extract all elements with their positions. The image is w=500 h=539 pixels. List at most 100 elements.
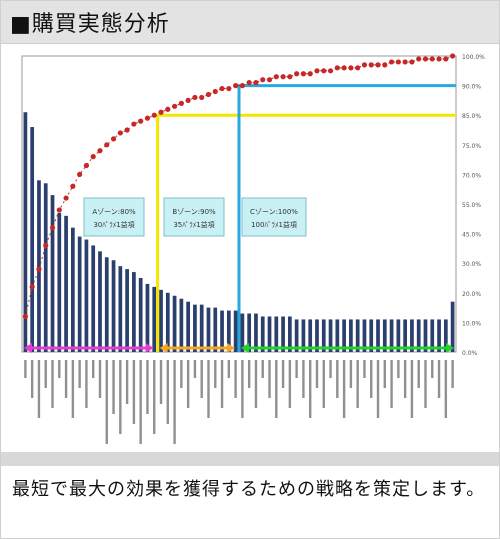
bar	[410, 319, 414, 352]
cumulative-point	[334, 65, 340, 71]
bar	[206, 307, 211, 352]
bar	[50, 195, 55, 352]
cumulative-point	[273, 74, 279, 80]
pareto-chart: Aゾーン:80% 30ﾊﾟﾗﾒ1益項 Bゾーン:90% 35ﾊﾟﾗﾒ1益項 Cゾーン:1…	[21, 53, 485, 444]
bar	[281, 316, 285, 352]
bar	[437, 319, 441, 352]
chart-area: Aゾーン:80% 30ﾊﾟﾗﾒ1益項 Bゾーン:90% 35ﾊﾟﾗﾒ1益項 Cゾーン:1…	[0, 44, 500, 452]
bar	[301, 319, 306, 352]
x-tick-label	[356, 360, 359, 408]
x-tick-label	[71, 360, 75, 418]
bar	[416, 319, 421, 352]
x-tick-label	[166, 360, 169, 424]
zone-c-arrow-head-left	[241, 343, 249, 353]
cumulative-point	[131, 121, 137, 127]
zone-b-arrow-head-left	[159, 343, 168, 353]
cumulative-point	[450, 53, 456, 59]
x-tick-label	[254, 360, 258, 408]
cumulative-point	[402, 59, 408, 65]
bar	[77, 236, 82, 352]
y2-tick-label: 90.0%	[462, 84, 481, 91]
bar	[104, 257, 109, 352]
x-axis-labels	[24, 360, 454, 444]
zone-boxes: Aゾーン:80% 30ﾊﾟﾗﾒ1益項 Bゾーン:90% 35ﾊﾟﾗﾒ1益項 Cゾーン:1…	[83, 197, 307, 237]
cumulative-point	[192, 94, 198, 101]
bar	[430, 319, 435, 352]
x-tick-label	[349, 360, 353, 388]
x-tick-label	[207, 360, 210, 418]
bar	[165, 292, 170, 352]
x-tick-label	[37, 360, 41, 418]
chart-container: Aゾーン:80% 30ﾊﾟﾗﾒ1益項 Bゾーン:90% 35ﾊﾟﾗﾒ1益項 Cゾーン:1…	[14, 46, 488, 450]
cumulative-point	[375, 62, 381, 68]
x-tick-label	[424, 360, 427, 408]
x-tick-label	[363, 360, 366, 378]
bar	[84, 239, 89, 352]
cumulative-point	[266, 77, 273, 83]
cumulative-point	[77, 171, 83, 177]
x-tick-label	[153, 360, 156, 434]
bar	[57, 212, 62, 352]
x-tick-label	[329, 360, 332, 378]
cumulative-point	[307, 71, 313, 77]
cumulative-point	[178, 100, 184, 106]
y2-tick-label: 85.0%	[462, 113, 481, 120]
cumulative-point	[212, 88, 218, 95]
cumulative-point	[165, 106, 171, 112]
cumulative-point	[253, 80, 259, 86]
zone-box-label: Aゾーン:80%	[92, 208, 136, 216]
cumulative-point	[104, 142, 110, 148]
bar	[294, 319, 299, 352]
x-tick-label	[309, 360, 312, 418]
cumulative-point	[90, 154, 96, 160]
bar	[315, 319, 319, 352]
bar	[443, 319, 448, 352]
x-tick-label	[295, 360, 298, 378]
description-text: 最短で最大の効果を獲得するための戦略を策定します。	[12, 479, 486, 500]
bar	[349, 319, 353, 352]
bar	[389, 319, 394, 352]
bar	[23, 112, 28, 353]
x-tick-label	[64, 360, 68, 398]
x-tick-label	[30, 360, 34, 398]
x-tick-label	[403, 360, 407, 398]
x-tick-label	[125, 360, 129, 404]
cumulative-point	[43, 242, 49, 249]
bar	[355, 319, 360, 352]
cumulative-point	[22, 313, 28, 320]
y2-tick-label: 70.0%	[462, 172, 481, 179]
bar	[98, 251, 102, 352]
cumulative-point	[63, 195, 69, 201]
cumulative-point	[199, 94, 205, 101]
x-tick-label	[241, 360, 244, 418]
x-tick-label	[275, 360, 278, 418]
x-tick-label	[220, 360, 224, 408]
bar	[362, 319, 367, 352]
cumulative-point	[260, 77, 266, 83]
bar	[193, 304, 197, 352]
y2-tick-label: 30.0%	[462, 261, 481, 268]
bar	[43, 183, 48, 352]
zone-b-arrow-head-right	[227, 343, 235, 353]
cumulative-point	[294, 71, 300, 77]
bar	[159, 289, 163, 352]
cumulative-point	[348, 65, 354, 71]
cumulative-point	[314, 68, 320, 74]
x-tick-label	[105, 360, 108, 444]
x-tick-label	[397, 360, 400, 378]
cumulative-point	[395, 59, 401, 65]
x-tick-label	[85, 360, 88, 408]
bar	[233, 310, 238, 352]
cumulative-point	[49, 225, 56, 231]
bar	[70, 227, 75, 352]
cumulative-point	[355, 65, 361, 71]
zone-box-label: Cゾーン:100%	[250, 208, 298, 216]
cumulative-point	[287, 74, 293, 80]
x-tick-label	[92, 360, 95, 378]
zone-box-sub: 100ﾊﾟﾗﾒ1益項	[251, 220, 297, 229]
x-tick-label	[444, 360, 448, 418]
x-tick-label	[370, 360, 373, 398]
cumulative-point	[321, 68, 327, 74]
bar	[199, 304, 204, 352]
x-tick-label	[417, 360, 420, 388]
